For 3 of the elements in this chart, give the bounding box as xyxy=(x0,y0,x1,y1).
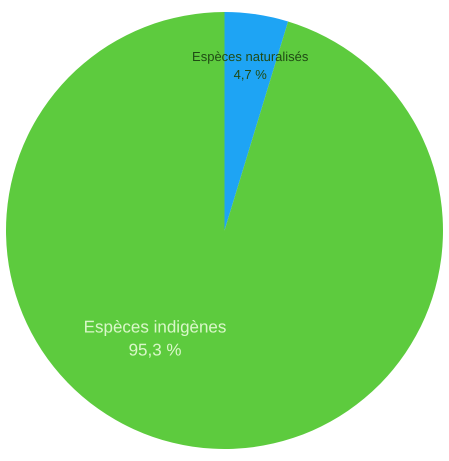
slice-label: Espèces indigènes xyxy=(84,317,226,336)
data-label: 95,3 % xyxy=(128,340,182,360)
data-label: 4,7 % xyxy=(234,67,268,82)
